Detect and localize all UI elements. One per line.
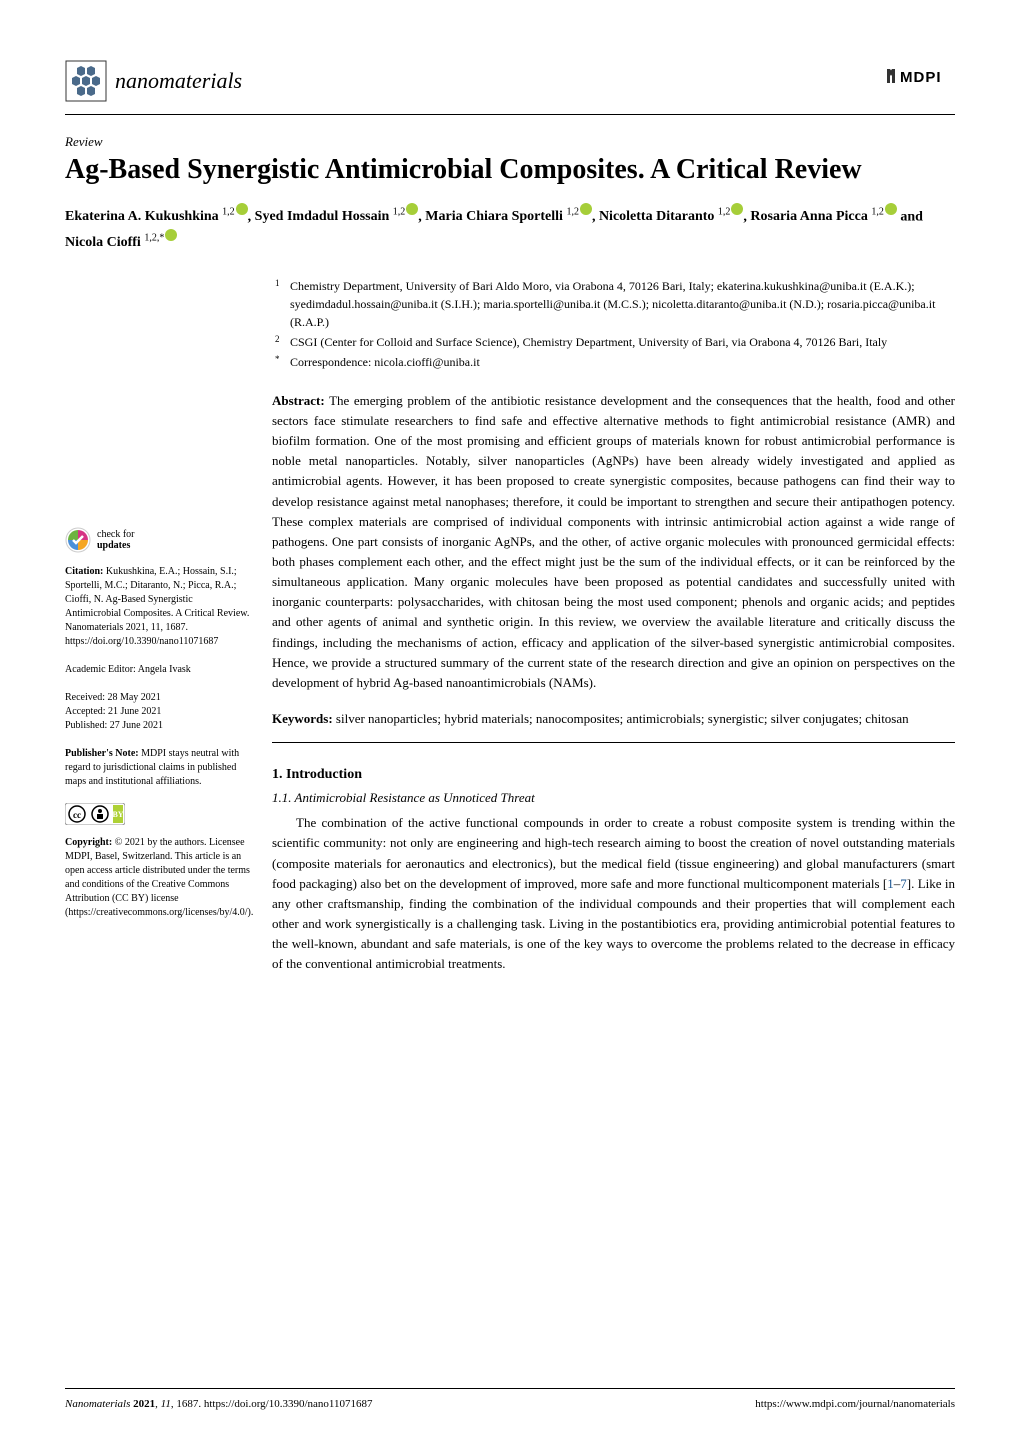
- keywords-label: Keywords:: [272, 711, 333, 726]
- author: Rosaria Anna Picca 1,2: [750, 209, 896, 224]
- journal-logo: nanomaterials: [65, 60, 242, 102]
- abstract-label: Abstract:: [272, 393, 325, 408]
- svg-text:BY: BY: [112, 810, 123, 819]
- abstract: Abstract: The emerging problem of the an…: [272, 391, 955, 693]
- orcid-icon: [731, 203, 743, 215]
- author: Ekaterina A. Kukushkina 1,2: [65, 209, 248, 224]
- cc-by-icon: cc BY: [65, 803, 125, 825]
- author: Maria Chiara Sportelli 1,2: [425, 209, 592, 224]
- main-column: 1Chemistry Department, University of Bar…: [272, 277, 955, 975]
- author: Syed Imdadul Hossain 1,2: [255, 209, 419, 224]
- footer-right: https://www.mdpi.com/journal/nanomateria…: [755, 1397, 955, 1412]
- editor-block: Academic Editor: Angela Ivask: [65, 663, 250, 677]
- page-header: nanomaterials MDPI: [65, 60, 955, 102]
- ref-link[interactable]: 1: [887, 876, 894, 891]
- citation-text: Kukushkina, E.A.; Hossain, S.I.; Sportel…: [65, 566, 249, 647]
- publisher-note: Publisher's Note: MDPI stays neutral wit…: [65, 747, 250, 789]
- journal-icon: [65, 60, 107, 102]
- accepted-date: Accepted: 21 June 2021: [65, 705, 250, 719]
- affiliation: 2CSGI (Center for Colloid and Surface Sc…: [290, 333, 955, 351]
- sidebar: check for updates Citation: Kukushkina, …: [65, 277, 250, 975]
- keywords-divider: [272, 742, 955, 743]
- citation-label: Citation:: [65, 566, 103, 577]
- publisher-note-label: Publisher's Note:: [65, 748, 139, 759]
- received-date: Received: 28 May 2021: [65, 691, 250, 705]
- svg-text:cc: cc: [73, 810, 81, 820]
- author: Nicoletta Ditaranto 1,2: [599, 209, 743, 224]
- subsection-title: 1.1. Antimicrobial Resistance as Unnotic…: [272, 789, 955, 807]
- keywords: Keywords: silver nanoparticles; hybrid m…: [272, 709, 955, 729]
- dates-block: Received: 28 May 2021 Accepted: 21 June …: [65, 691, 250, 733]
- body-paragraph: The combination of the active functional…: [272, 813, 955, 974]
- orcid-icon: [165, 229, 177, 241]
- keywords-text: silver nanoparticles; hybrid materials; …: [336, 711, 909, 726]
- check-updates[interactable]: check for updates: [65, 527, 250, 553]
- authors-list: Ekaterina A. Kukushkina 1,2, Syed Imdadu…: [65, 203, 955, 255]
- orcid-icon: [885, 203, 897, 215]
- mdpi-logo: MDPI: [885, 65, 955, 96]
- correspondence: *Correspondence: nicola.cioffi@uniba.it: [290, 353, 955, 371]
- copyright-text: © 2021 by the authors. Licensee MDPI, Ba…: [65, 837, 253, 918]
- orcid-icon: [236, 203, 248, 215]
- check-updates-icon: [65, 527, 91, 553]
- header-divider: [65, 114, 955, 115]
- license-block: cc BY Copyright: © 2021 by the authors. …: [65, 803, 250, 920]
- citation-block: Citation: Kukushkina, E.A.; Hossain, S.I…: [65, 565, 250, 649]
- orcid-icon: [580, 203, 592, 215]
- affiliation: 1Chemistry Department, University of Bar…: [290, 277, 955, 331]
- published-date: Published: 27 June 2021: [65, 719, 250, 733]
- article-type: Review: [65, 133, 955, 151]
- svg-text:MDPI: MDPI: [900, 69, 942, 86]
- check-updates-label: check for updates: [97, 529, 134, 551]
- orcid-icon: [406, 203, 418, 215]
- page-footer: Nanomaterials 2021, 11, 1687. https://do…: [65, 1388, 955, 1412]
- abstract-text: The emerging problem of the antibiotic r…: [272, 393, 955, 690]
- copyright-label: Copyright:: [65, 837, 112, 848]
- journal-name: nanomaterials: [115, 66, 242, 97]
- section-title: 1. Introduction: [272, 765, 955, 785]
- footer-left: Nanomaterials 2021, 11, 1687. https://do…: [65, 1397, 373, 1412]
- author: Nicola Cioffi 1,2,*: [65, 235, 177, 250]
- article-title: Ag-Based Synergistic Antimicrobial Compo…: [65, 153, 955, 187]
- ref-link[interactable]: 7: [900, 876, 907, 891]
- affiliations-list: 1Chemistry Department, University of Bar…: [272, 277, 955, 371]
